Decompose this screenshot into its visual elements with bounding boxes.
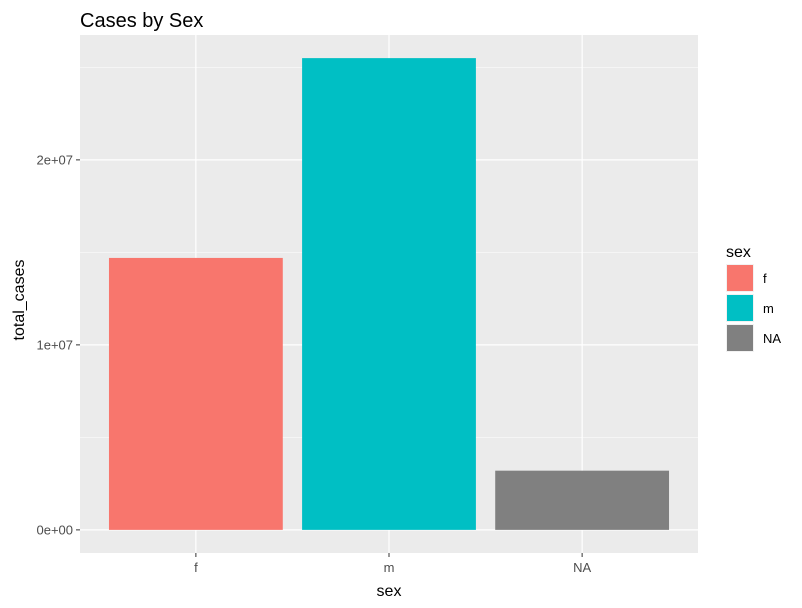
y-tick-label: 2e+07 <box>36 152 73 167</box>
legend-label: m <box>763 301 774 316</box>
legend-swatch-m <box>727 295 753 321</box>
x-tick-label: NA <box>573 560 591 575</box>
bars <box>108 58 670 530</box>
bar-na <box>495 470 670 530</box>
x-axis-title: sex <box>377 583 402 600</box>
legend-title: sex <box>726 244 751 261</box>
x-tick-label: m <box>384 560 395 575</box>
legend-entries: fm NA <box>726 264 781 352</box>
legend-label: f <box>763 271 767 286</box>
bar-f <box>108 257 283 530</box>
legend-swatch-na <box>727 325 753 351</box>
y-tick-label: 0e+00 <box>36 522 73 537</box>
legend-label: NA <box>763 331 781 346</box>
y-axis-title: total_cases <box>11 260 28 341</box>
y-axis: 0e+00 1e+07 2e+07 <box>36 152 80 537</box>
bar-m <box>302 58 476 530</box>
chart-title: Cases by Sex <box>80 10 203 32</box>
legend-swatch-f <box>727 265 753 291</box>
legend: sex fm NA <box>726 244 781 352</box>
x-tick-label: f <box>194 560 198 575</box>
y-tick-label: 1e+07 <box>36 337 73 352</box>
x-axis: f m NA <box>194 553 591 575</box>
